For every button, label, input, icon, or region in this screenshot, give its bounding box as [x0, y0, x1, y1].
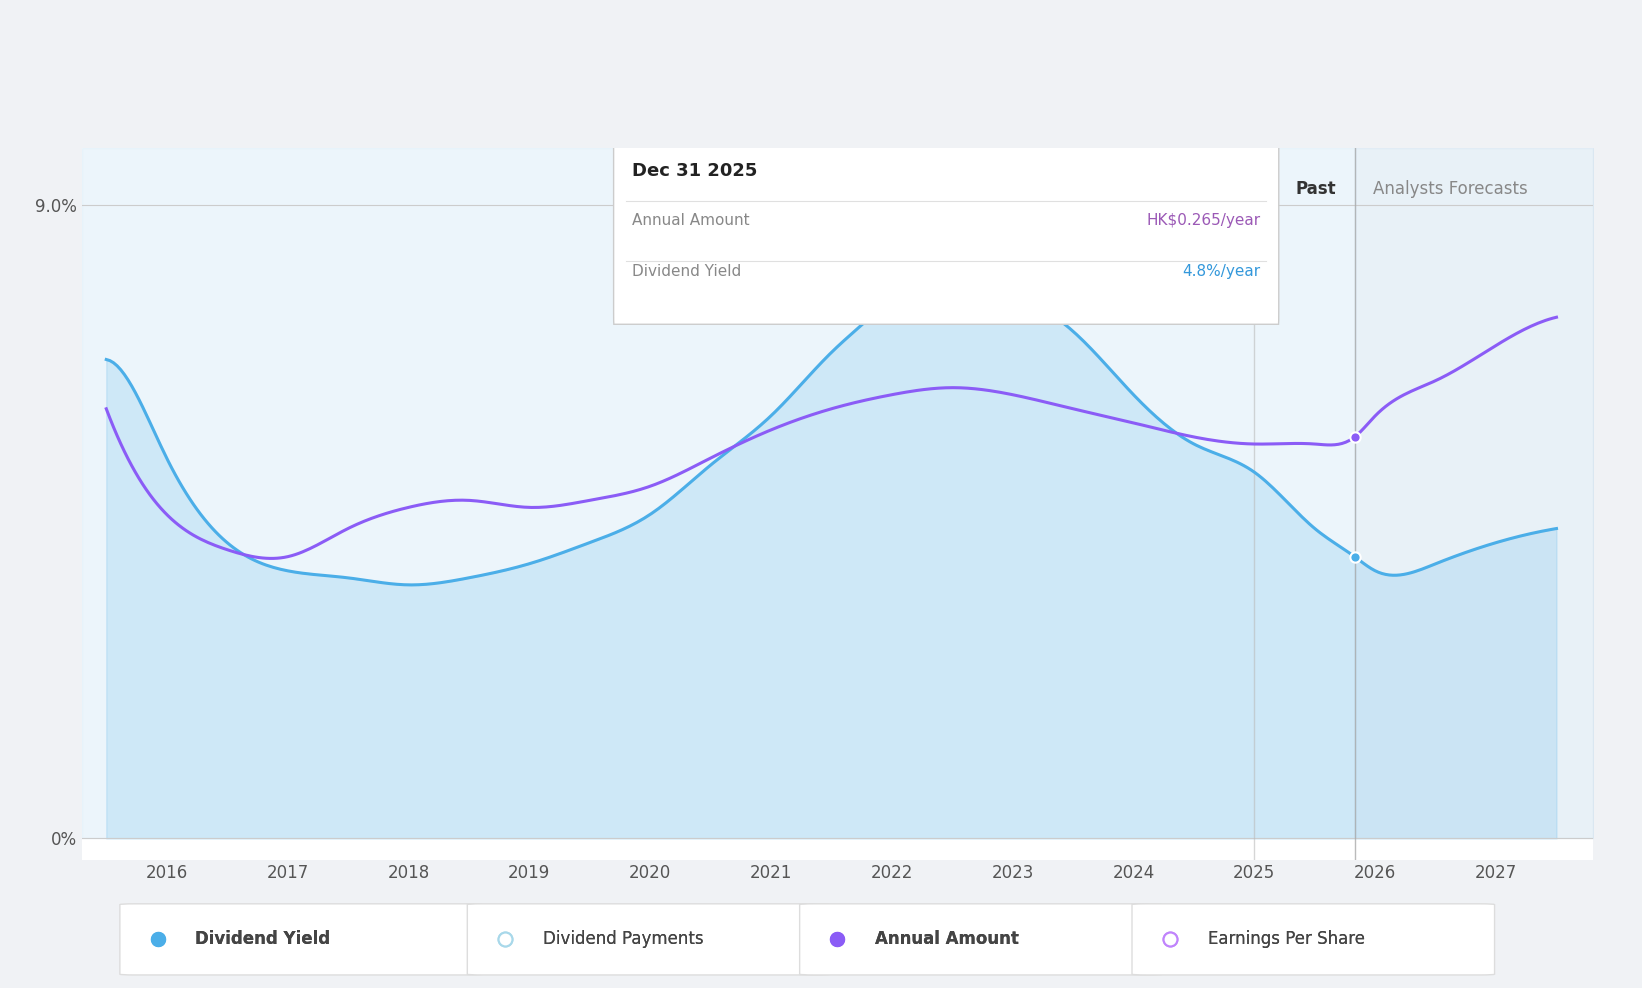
Text: Dividend Yield: Dividend Yield [632, 265, 741, 280]
FancyBboxPatch shape [614, 120, 1279, 324]
Point [1342, 429, 1368, 445]
Text: Annual Amount: Annual Amount [875, 930, 1020, 947]
Text: Earnings Per Share: Earnings Per Share [1207, 930, 1365, 947]
FancyBboxPatch shape [120, 904, 483, 975]
Text: Past: Past [1296, 180, 1337, 198]
FancyBboxPatch shape [800, 904, 1163, 975]
Text: Annual Amount: Annual Amount [875, 930, 1020, 947]
Point [1342, 548, 1368, 564]
Text: Dec 31 2025: Dec 31 2025 [632, 162, 757, 180]
Text: Annual Amount: Annual Amount [632, 213, 750, 228]
Text: Analysts Forecasts: Analysts Forecasts [1373, 180, 1527, 198]
Text: Earnings Per Share: Earnings Per Share [1207, 930, 1365, 947]
Text: Dividend Yield: Dividend Yield [195, 930, 330, 947]
Text: HK$0.265/year: HK$0.265/year [1146, 213, 1261, 228]
Text: Dividend Payments: Dividend Payments [544, 930, 703, 947]
FancyBboxPatch shape [468, 904, 829, 975]
FancyBboxPatch shape [1131, 904, 1494, 975]
Text: Dividend Payments: Dividend Payments [544, 930, 703, 947]
Text: Dividend Yield: Dividend Yield [195, 930, 330, 947]
Text: 4.8%/year: 4.8%/year [1182, 265, 1261, 280]
